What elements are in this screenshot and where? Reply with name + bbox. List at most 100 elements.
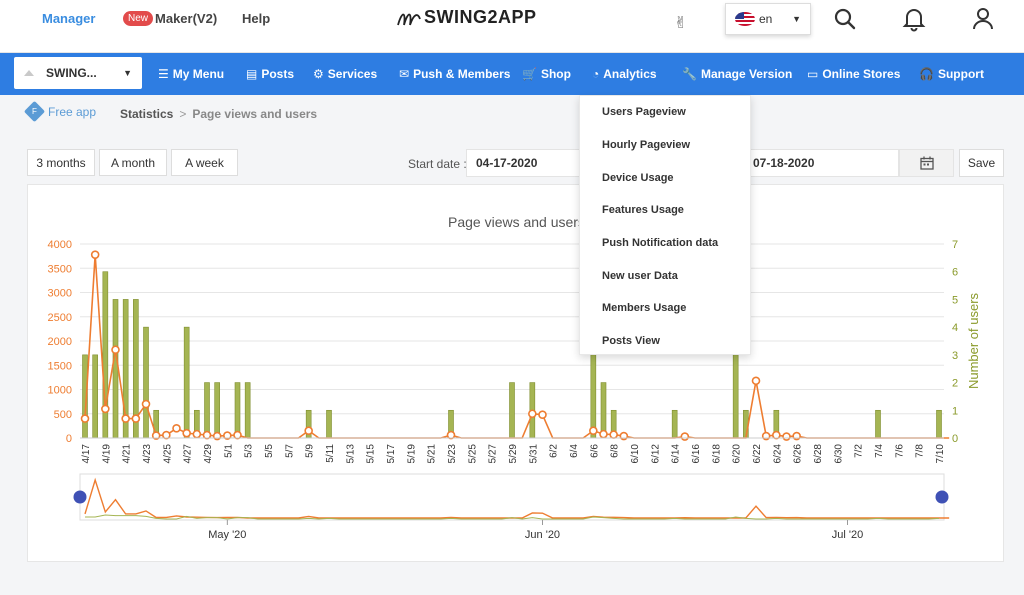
nav-label: Posts — [261, 67, 295, 81]
y-left-tick-label: 4000 — [48, 239, 72, 251]
language-selector[interactable]: en ▼ — [725, 3, 811, 35]
nav-label: Shop — [540, 67, 571, 81]
chevron-down-icon: ▼ — [792, 14, 801, 24]
swing2app-logo[interactable]: SWING2APP — [396, 7, 537, 28]
nav-label: Online Stores — [822, 67, 901, 81]
manager-link[interactable]: Manager — [42, 11, 96, 26]
menu-new-user-data[interactable]: New user Data — [602, 270, 678, 282]
y-right-tick-label: 4 — [952, 322, 958, 334]
nav-manage-version[interactable]: 🔧 Manage Version — [682, 67, 792, 81]
x-tick-label: 6/14 — [671, 444, 682, 464]
y-right-axis-label: Number of users — [966, 292, 981, 389]
nav-support[interactable]: 🎧 Support — [919, 67, 984, 81]
y-right-tick-label: 2 — [952, 378, 958, 390]
start-date-input[interactable]: 04-17-2020 — [466, 149, 586, 177]
navigator-left-handle — [73, 490, 87, 504]
x-tick-label: 5/23 — [447, 444, 458, 464]
y-left-tick-label: 0 — [66, 433, 72, 445]
nav-label: Analytics — [603, 67, 657, 81]
y-left-tick-label: 2500 — [48, 312, 72, 324]
chart-title: Page views and users — [448, 214, 585, 230]
nav-services[interactable]: ⚙ Services — [313, 67, 377, 81]
calendar-button[interactable] — [899, 149, 954, 177]
top-header: Manager New Maker(V2) Help SWING2APP ✌ e… — [0, 0, 1024, 53]
range-3-months-button[interactable]: 3 months — [27, 149, 95, 176]
x-tick-label: 7/2 — [854, 444, 865, 458]
maker-label: Maker(V2) — [155, 11, 218, 26]
app-name: SWING... — [46, 66, 97, 80]
nav-label: Push & Members — [413, 67, 511, 81]
pageviews-point — [80, 414, 90, 423]
y-left-tick-label: 3500 — [48, 263, 72, 275]
nav-online-stores[interactable]: ▭ Online Stores — [807, 67, 900, 81]
x-tick-label: 6/10 — [630, 444, 641, 464]
breadcrumb-section[interactable]: Statistics — [120, 107, 174, 121]
x-tick-label: 7/4 — [874, 444, 885, 458]
peace-hand-icon[interactable]: ✌ — [674, 15, 688, 32]
chevron-down-icon: ▼ — [123, 68, 132, 78]
x-tick-label: 6/8 — [610, 444, 621, 458]
save-button[interactable]: Save — [959, 149, 1004, 177]
cart-icon: 🛒 — [522, 67, 537, 81]
y-right-tick-label: 5 — [952, 294, 958, 306]
plan-indicator[interactable]: F Free app — [23, 100, 97, 123]
x-tick-label: 4/21 — [122, 444, 133, 464]
pageviews-point — [589, 426, 598, 436]
y-left-tick-label: 1000 — [48, 385, 72, 397]
menu-posts-view[interactable]: Posts View — [602, 335, 660, 347]
pageviews-point — [223, 431, 232, 440]
range-month-button[interactable]: A month — [99, 149, 167, 176]
pageviews-point — [772, 430, 781, 440]
maker-link[interactable]: New Maker(V2) — [123, 11, 217, 26]
pageviews-point — [182, 428, 191, 438]
user-count-bar — [183, 326, 190, 439]
pageviews-point — [233, 430, 242, 440]
user-icon[interactable] — [970, 6, 996, 32]
user-count-bar — [244, 382, 251, 439]
x-tick-label: 6/2 — [549, 444, 560, 458]
nav-label: Support — [937, 67, 984, 81]
end-date-input[interactable]: 07-18-2020 — [734, 149, 899, 177]
x-tick-label: 4/19 — [101, 444, 112, 464]
pageviews-point — [304, 426, 313, 436]
nav-my-menu[interactable]: ☰ My Menu — [158, 67, 224, 81]
menu-users-pageview[interactable]: Users Pageview — [602, 106, 686, 118]
breadcrumb-separator: > — [179, 107, 187, 121]
bell-icon[interactable] — [901, 6, 927, 32]
pageviews-point — [131, 414, 141, 423]
pageviews-point — [172, 423, 181, 433]
analytics-dropdown: Users Pageview Hourly Pageview Device Us… — [579, 95, 751, 355]
posts-icon: ▤ — [246, 67, 258, 81]
pageviews-point — [121, 414, 130, 423]
x-tick-label: 5/1 — [223, 444, 234, 458]
pie-icon: ◔ — [592, 67, 600, 81]
app-selector[interactable]: SWING... ▼ — [14, 57, 142, 89]
menu-push-notification-data[interactable]: Push Notification data — [602, 237, 719, 249]
menu-hourly-pageview[interactable]: Hourly Pageview — [602, 139, 691, 151]
x-tick-label: 5/25 — [467, 444, 478, 464]
nav-posts[interactable]: ▤ Posts — [246, 67, 294, 81]
x-tick-label: 5/13 — [345, 444, 356, 464]
menu-members-usage[interactable]: Members Usage — [602, 302, 687, 314]
user-count-bar — [112, 299, 119, 439]
search-icon[interactable] — [832, 6, 858, 32]
y-left-tick-label: 500 — [54, 409, 72, 421]
nav-push-members[interactable]: ✉ Push & Members — [399, 67, 510, 81]
x-tick-label: 6/24 — [772, 444, 783, 464]
nav-shop[interactable]: 🛒 Shop — [522, 67, 571, 81]
x-tick-label: 5/27 — [488, 444, 499, 464]
menu-device-usage[interactable]: Device Usage — [602, 172, 674, 184]
pageviews-point — [680, 432, 690, 441]
nav-analytics[interactable]: ◔ Analytics — [592, 67, 657, 81]
menu-features-usage[interactable]: Features Usage — [602, 204, 684, 216]
free-app-link[interactable]: Free app — [48, 104, 97, 119]
pageviews-point — [192, 429, 202, 439]
pageviews-point — [792, 431, 801, 441]
x-tick-label: 6/4 — [569, 444, 580, 458]
x-tick-label: 5/9 — [305, 444, 316, 458]
main-nav: SWING... ▼ ☰ My Menu ▤ Posts ⚙ Services … — [0, 53, 1024, 95]
help-link[interactable]: Help — [242, 11, 271, 26]
user-count-bar — [143, 326, 149, 439]
range-week-button[interactable]: A week — [171, 149, 238, 176]
user-count-bar — [590, 354, 597, 439]
